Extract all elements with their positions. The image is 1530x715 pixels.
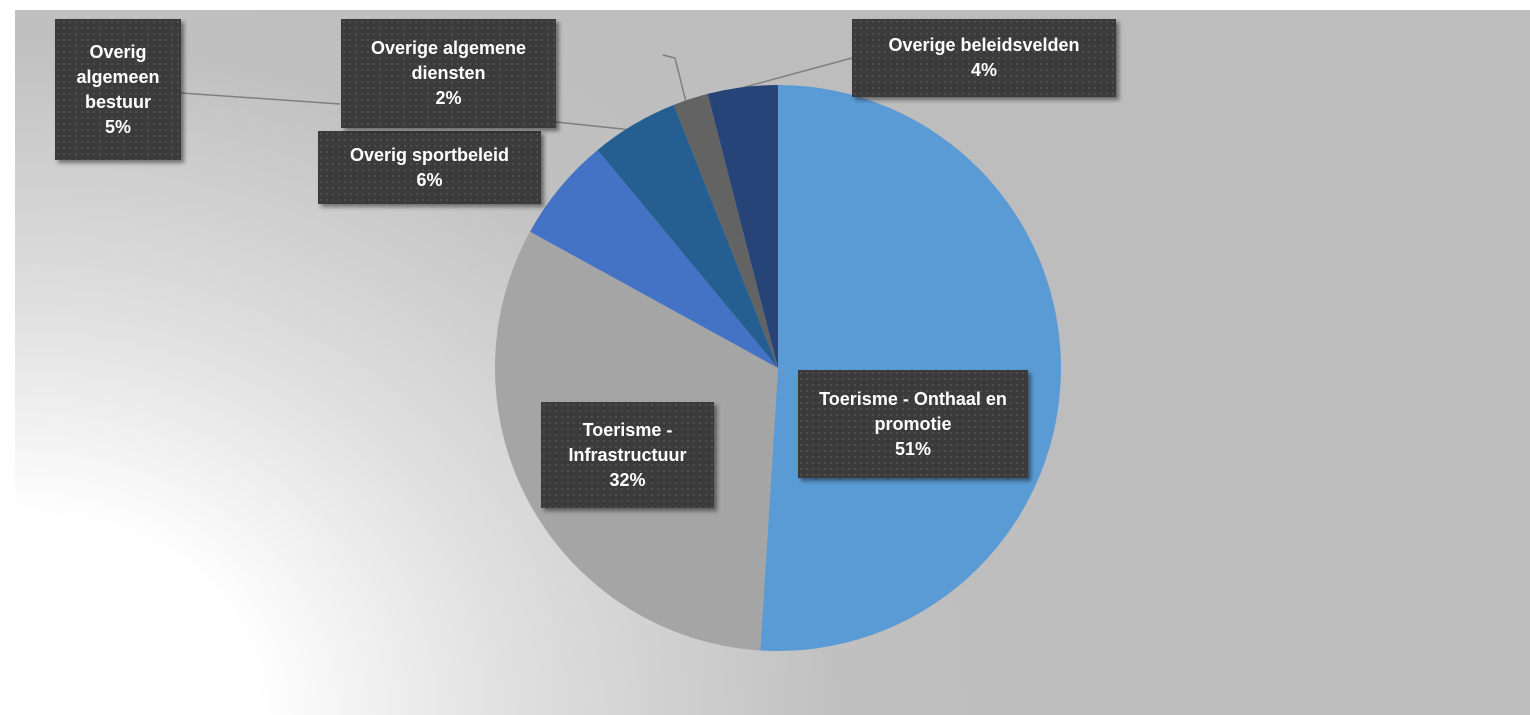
value-label: 4% xyxy=(970,60,997,80)
value-label: 6% xyxy=(416,169,443,190)
value-label: 2% xyxy=(435,88,462,108)
value-label: 51% xyxy=(894,438,932,459)
data-label: Overig sportbeleid 6% xyxy=(318,131,541,204)
data-label: Overige beleidsvelden 4% xyxy=(852,19,1116,97)
pie-slice xyxy=(530,149,778,368)
data-label: Overige algemene diensten 2% xyxy=(341,19,556,128)
category-label: Toerisme - Onthaal en promotie xyxy=(819,388,1007,434)
category-label: Overige algemene diensten xyxy=(370,38,527,83)
value-label: 32% xyxy=(609,469,646,490)
pie-slice xyxy=(760,85,1061,651)
pie-slice xyxy=(597,104,778,368)
pie-slice xyxy=(707,85,778,368)
leader-line xyxy=(733,57,853,91)
slices xyxy=(494,85,1061,651)
category-label: Toerisme - Infrastructuur xyxy=(568,419,687,465)
leader-line xyxy=(662,54,687,103)
category-label: Overige beleidsvelden xyxy=(888,35,1080,55)
category-label: Overig sportbeleid xyxy=(349,144,510,165)
data-label: Toerisme - Onthaal en promotie 51% xyxy=(798,370,1028,478)
data-label: Toerisme - Infrastructuur 32% xyxy=(541,402,714,508)
pie-slice xyxy=(673,93,778,369)
leader-line xyxy=(180,92,341,105)
leader-lines xyxy=(180,54,853,131)
leader-line xyxy=(555,121,633,131)
value-label: 5% xyxy=(104,116,131,137)
category-label: Overig algemeen bestuur xyxy=(76,41,160,112)
data-label: Overig algemeen bestuur 5% xyxy=(55,19,181,160)
